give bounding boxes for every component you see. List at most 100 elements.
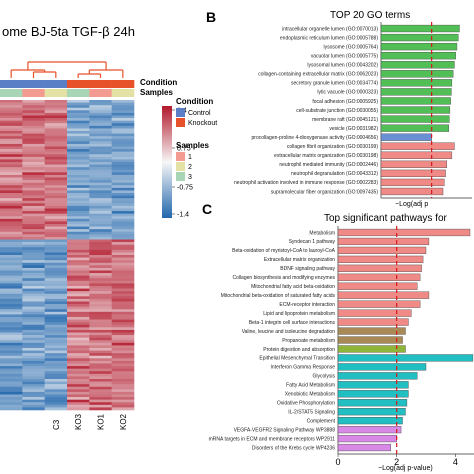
- heatmap-cell: [44, 332, 68, 336]
- colorbar-tick-label: -1.4: [177, 212, 189, 219]
- column-dendrogram: [10, 61, 124, 78]
- heatmap-cell: [89, 402, 112, 406]
- heatmap-cell: [89, 255, 112, 258]
- heatmap-cell: [111, 226, 135, 230]
- heatmap-cell: [22, 322, 45, 326]
- go-bar: [380, 187, 444, 196]
- heatmap-cell: [89, 149, 112, 152]
- heatmap-cell: [0, 311, 23, 315]
- pathway-bar: [337, 408, 406, 416]
- heatmap-cell: [44, 177, 68, 181]
- heatmap-cell: [44, 249, 68, 253]
- heatmap-cell: [44, 363, 68, 367]
- heatmap-cell: [67, 280, 90, 284]
- pathway-bar: [337, 300, 421, 308]
- heatmap-cell: [22, 211, 45, 214]
- heatmap-cell: [0, 169, 23, 173]
- heatmap-cell: [89, 291, 112, 295]
- panel-letter-b: B: [206, 9, 216, 25]
- heatmap-cell: [22, 348, 45, 351]
- condition-row-label: Condition: [140, 78, 177, 87]
- heatmap-cell: [89, 273, 112, 276]
- heatmap-cell: [44, 229, 68, 233]
- heatmap-cell: [89, 242, 112, 245]
- heatmap-cell: [22, 327, 45, 331]
- heatmap-cell: [111, 205, 135, 209]
- heatmap-cell: [44, 283, 68, 287]
- pathway-bar: [337, 399, 408, 407]
- heatmap-cell: [22, 167, 45, 171]
- heatmap-cell: [22, 249, 45, 253]
- heatmap-cell: [89, 394, 112, 398]
- heatmap-cell: [0, 291, 23, 295]
- heatmap-cell: [0, 115, 23, 119]
- heatmap-cell: [67, 301, 90, 305]
- heatmap-cell: [67, 110, 90, 114]
- heatmap-cell: [89, 350, 112, 354]
- heatmap-cell: [111, 329, 135, 333]
- colorbar: [162, 106, 172, 218]
- heatmap-cell: [0, 273, 23, 276]
- heatmap-cell: [89, 156, 112, 160]
- pathway-chart-title: Top significant pathways for: [324, 213, 448, 224]
- heatmap-cell: [0, 358, 23, 362]
- heatmap-cell: [22, 205, 45, 209]
- heatmap-cell: [44, 151, 68, 155]
- heatmap-cell: [22, 340, 45, 344]
- heatmap-cell: [22, 293, 45, 297]
- heatmap-cell: [89, 172, 112, 176]
- heatmap-cell: [44, 105, 68, 109]
- pathway-category-label: Complement: [307, 418, 336, 424]
- heatmap-cell: [67, 247, 90, 251]
- heatmap-cell: [44, 309, 68, 313]
- heatmap-cell: [89, 133, 112, 137]
- heatmap-cell: [22, 149, 45, 152]
- heatmap-cell: [67, 265, 90, 269]
- heatmap-cell: [111, 379, 135, 382]
- sample-annotation-cell: [89, 89, 112, 97]
- heatmap-cell: [22, 304, 45, 307]
- heatmap-cell: [22, 373, 45, 377]
- heatmap-cell: [22, 218, 45, 222]
- heatmap-cell: [111, 146, 135, 150]
- heatmap-cell: [67, 123, 90, 127]
- heatmap-cell: [44, 107, 68, 111]
- heatmap-cell: [44, 193, 68, 196]
- heatmap-cell: [89, 120, 112, 124]
- heatmap-cell: [89, 288, 112, 292]
- heatmap-cell: [22, 301, 45, 305]
- heatmap-cell: [22, 236, 45, 240]
- heatmap-title: ome BJ-5ta TGF-β 24h: [2, 24, 135, 39]
- go-bar: [380, 97, 451, 105]
- heatmap-cell: [44, 218, 68, 222]
- heatmap-cell: [67, 180, 90, 183]
- heatmap-cell: [89, 107, 112, 111]
- pathway-x-tick-label: 0: [335, 457, 340, 467]
- pathway-bar: [337, 255, 424, 263]
- heatmap-cell: [111, 265, 135, 269]
- heatmap-cell: [44, 301, 68, 305]
- heatmap-cell: [111, 397, 135, 400]
- heatmap-cell: [44, 131, 68, 134]
- heatmap-cell: [0, 363, 23, 367]
- heatmap-cell: [89, 185, 112, 189]
- panel-letter-c: C: [202, 201, 212, 217]
- heatmap-cell: [0, 125, 23, 129]
- heatmap-cell: [67, 329, 90, 333]
- go-bar: [380, 142, 455, 150]
- go-category-label: focal adhesion (GO:0005925): [312, 99, 378, 105]
- heatmap-cell: [22, 262, 45, 266]
- heatmap-cell: [0, 247, 23, 251]
- heatmap-cell: [0, 218, 23, 222]
- heatmap-cell: [44, 340, 68, 344]
- heatmap-cell: [22, 255, 45, 258]
- heatmap-cell: [0, 324, 23, 328]
- heatmap-cell: [67, 226, 90, 230]
- heatmap-cell: [0, 309, 23, 313]
- heatmap-cell: [67, 275, 90, 279]
- heatmap-cell: [44, 317, 68, 320]
- heatmap-cell: [22, 180, 45, 183]
- heatmap-cell: [111, 366, 135, 369]
- heatmap-cell: [22, 216, 45, 220]
- heatmap-cell: [111, 141, 135, 145]
